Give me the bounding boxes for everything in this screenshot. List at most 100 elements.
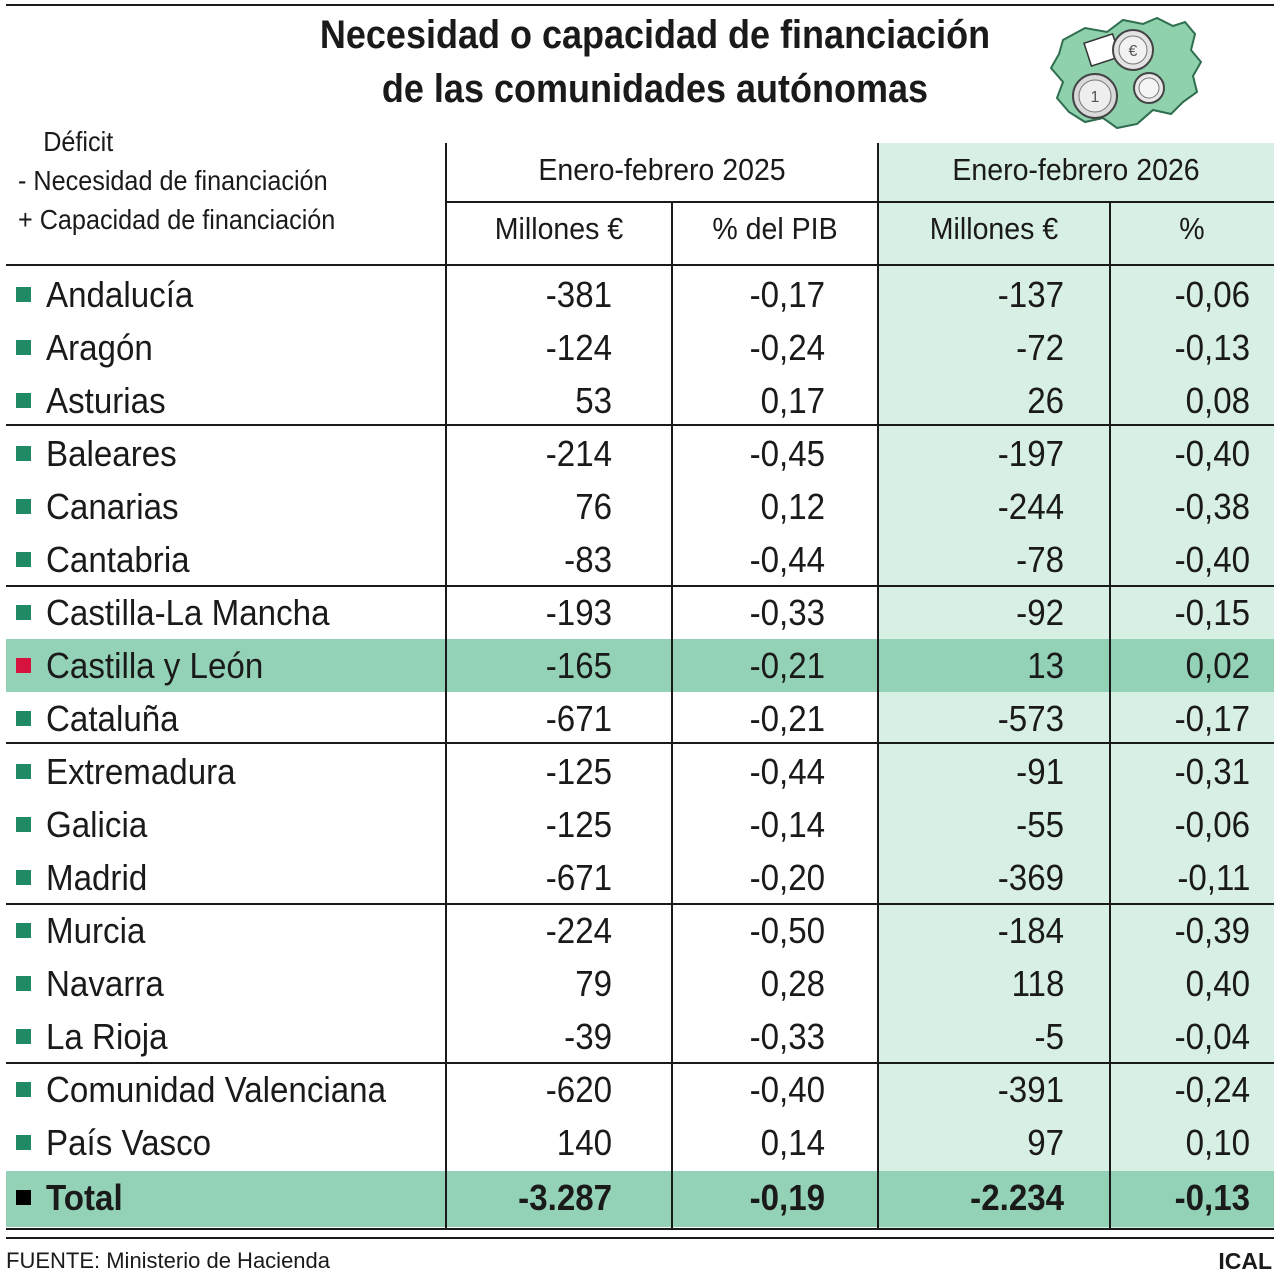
value-m2026: -55 [1016, 804, 1064, 845]
chart-title: Necesidad o capacidad de financiación de… [192, 8, 1119, 116]
value-m2026: 97 [1027, 1122, 1064, 1163]
table-row: La Rioja -39 -0,33 -5 -0,04 [6, 1010, 1274, 1063]
value-m2026: -72 [1016, 327, 1064, 368]
table-row: Madrid -671 -0,20 -369 -0,11 [6, 851, 1274, 904]
value-p2026: -0,13 [1174, 327, 1250, 368]
value-p2026: -0,38 [1174, 486, 1250, 527]
value-m2025: 76 [575, 486, 612, 527]
region-name: Cataluña [46, 698, 179, 739]
region-name: Andalucía [46, 274, 194, 315]
row-marker-square [16, 923, 31, 938]
row-marker-square [16, 552, 31, 567]
header-2026: Enero-febrero 2026 [952, 152, 1200, 187]
value-p2026: 0,40 [1185, 963, 1250, 1004]
region-name: Canarias [46, 486, 179, 527]
value-m2025: -125 [545, 804, 612, 845]
value-p2025: -0,17 [749, 274, 825, 315]
row-marker-square [16, 393, 31, 408]
column-divider-names [445, 143, 447, 1228]
table-row: País Vasco 140 0,14 97 0,10 [6, 1116, 1274, 1169]
region-name: Cantabria [46, 539, 190, 580]
header-pib-2025: % del PIB [712, 211, 838, 246]
table-row: Castilla y León -165 -0,21 13 0,02 [6, 639, 1274, 692]
region-name: Madrid [46, 857, 148, 898]
value-m2026: -369 [997, 857, 1064, 898]
value-m2026: -391 [997, 1069, 1064, 1110]
header-millones-2026: Millones € [929, 211, 1059, 246]
svg-text:€: € [1129, 43, 1138, 60]
table-row: Castilla-La Mancha -193 -0,33 -92 -0,15 [6, 586, 1274, 639]
value-m2025: -671 [545, 857, 612, 898]
region-name: Aragón [46, 327, 153, 368]
value-m2025: 53 [575, 380, 612, 421]
row-marker-square [16, 870, 31, 885]
region-name: Asturias [46, 380, 166, 421]
table-row: Baleares -214 -0,45 -197 -0,40 [6, 427, 1274, 480]
row-marker-square [16, 340, 31, 355]
value-m2025: -39 [564, 1016, 612, 1057]
table-row: Asturias 53 0,17 26 0,08 [6, 374, 1274, 427]
table-row: Cataluña -671 -0,21 -573 -0,17 [6, 692, 1274, 745]
table-row: Aragón -124 -0,24 -72 -0,13 [6, 321, 1274, 374]
value-m2026: -137 [997, 274, 1064, 315]
group-divider-3 [6, 742, 1274, 744]
value-p2025: -0,50 [749, 910, 825, 951]
region-name: Castilla-La Mancha [46, 592, 330, 633]
row-marker-square [16, 817, 31, 832]
region-name: Comunidad Valenciana [46, 1069, 387, 1110]
value-p2025: -0,21 [749, 645, 825, 686]
value-p2025: 0,12 [760, 486, 825, 527]
value-p2026: -0,04 [1174, 1016, 1250, 1057]
value-m2026: -244 [997, 486, 1064, 527]
region-name: Murcia [46, 910, 146, 951]
value-m2025: -3.287 [518, 1177, 612, 1218]
group-divider-1 [6, 424, 1274, 426]
castilla-leon-map-coins-icon: € 1 [1049, 16, 1203, 130]
value-p2026: 0,08 [1185, 380, 1250, 421]
header-2025: Enero-febrero 2025 [538, 152, 786, 187]
table-row: Navarra 79 0,28 118 0,40 [6, 957, 1274, 1010]
region-name: País Vasco [46, 1122, 212, 1163]
region-name: Galicia [46, 804, 148, 845]
value-m2025: -83 [564, 539, 612, 580]
row-marker-square [16, 1190, 31, 1205]
value-m2025: -214 [545, 433, 612, 474]
region-name: La Rioja [46, 1016, 168, 1057]
group-divider-2 [6, 585, 1274, 587]
svg-text:1: 1 [1091, 89, 1100, 106]
value-p2026: -0,15 [1174, 592, 1250, 633]
title-line-1: Necesidad o capacidad de financiación [319, 13, 991, 57]
footer-rule [6, 1237, 1274, 1239]
row-marker-square [16, 1029, 31, 1044]
group-divider-5 [6, 1062, 1274, 1064]
value-p2025: 0,28 [760, 963, 825, 1004]
value-p2025: -0,14 [749, 804, 825, 845]
value-p2025: 0,14 [760, 1122, 825, 1163]
top-rule [6, 4, 1274, 6]
value-p2026: 0,02 [1185, 645, 1250, 686]
source-note: FUENTE: Ministerio de Hacienda [6, 1248, 331, 1273]
value-m2026: 118 [1011, 963, 1064, 1004]
value-p2026: -0,40 [1174, 433, 1250, 474]
row-marker-square [16, 976, 31, 991]
value-p2025: -0,24 [749, 327, 825, 368]
value-p2025: -0,44 [749, 751, 825, 792]
value-p2026: -0,24 [1174, 1069, 1250, 1110]
row-marker-square [16, 287, 31, 302]
value-p2026: -0,40 [1174, 539, 1250, 580]
value-p2026: -0,13 [1174, 1177, 1250, 1218]
value-p2025: 0,17 [760, 380, 825, 421]
value-p2025: -0,33 [749, 592, 825, 633]
table-bottom-rule [6, 1228, 1274, 1230]
region-name: Extremadura [46, 751, 236, 792]
table-row: Comunidad Valenciana -620 -0,40 -391 -0,24 [6, 1063, 1274, 1116]
row-marker-square [16, 446, 31, 461]
value-m2026: -184 [997, 910, 1064, 951]
value-m2026: -2.234 [970, 1177, 1064, 1218]
value-m2026: -5 [1034, 1016, 1064, 1057]
header-bottom-rule [6, 264, 1274, 266]
value-p2026: -0,06 [1174, 804, 1250, 845]
value-m2026: -92 [1016, 592, 1064, 633]
value-m2025: -193 [545, 592, 612, 633]
value-p2026: -0,39 [1174, 910, 1250, 951]
